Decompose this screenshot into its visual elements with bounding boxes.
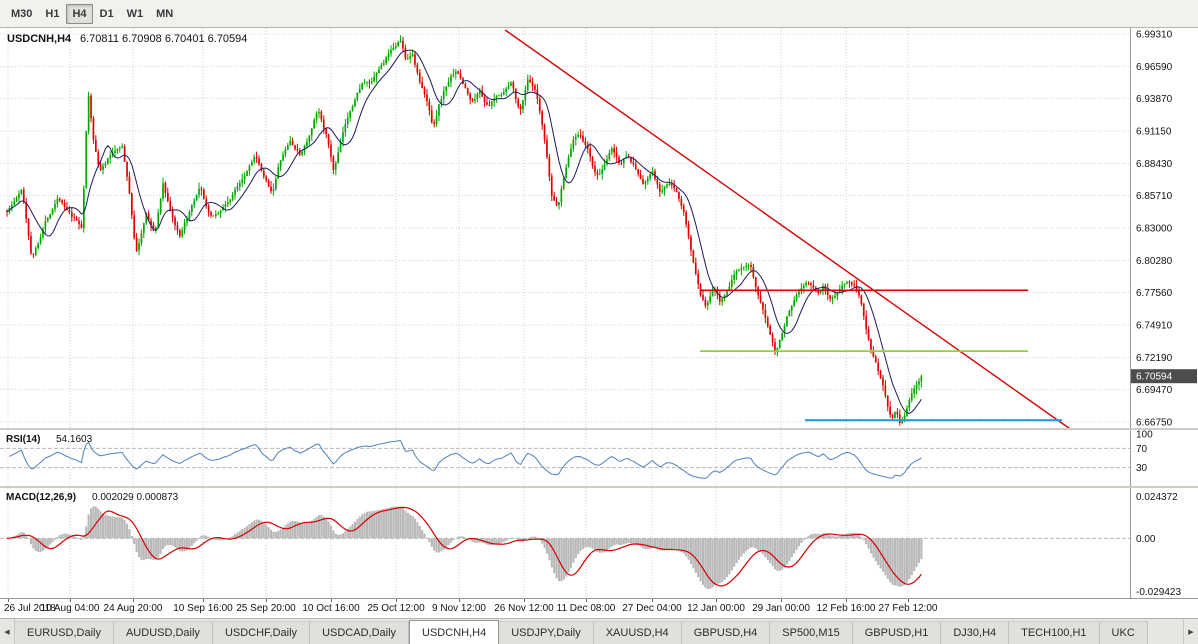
date-tick [331,599,332,602]
rsi-line [9,440,922,479]
panel-splitter-macd[interactable] [0,486,1198,488]
main-chart[interactable]: 6.99310 6.96590 6.93870 6.91150 6.88430 6.857… [0,28,1198,428]
descending-trendline[interactable] [504,29,1078,428]
date-label: 12 Jan 00:00 [687,603,745,614]
date-tick [846,599,847,602]
chart-tab-eurusd-daily[interactable]: EURUSD,Daily [15,621,114,644]
timeframe-button-m30[interactable]: M30 [11,7,33,20]
date-tick [133,599,134,602]
timeframe-button-h4[interactable]: H4 [66,3,93,24]
timeframe-toolbar: M30 H1 H4 D1 W1 MN [0,0,1198,28]
date-tick [781,599,782,602]
chart-tab-usdcnh-h4[interactable]: USDCNH,H4 [409,620,500,644]
date-label: 9 Nov 12:00 [432,603,486,614]
date-label: 29 Jan 00:00 [752,603,810,614]
price-axis-label: 6.96590 [1136,62,1173,73]
date-label: 11 Dec 08:00 [556,603,616,614]
chart-tab-usdjpy-daily[interactable]: USDJPY,Daily [499,621,594,644]
price-axis-label: 6.85710 [1136,191,1173,202]
current-price-badge [1131,369,1197,384]
date-label: 27 Feb 12:00 [878,603,938,614]
chart-tab-tech100-h1[interactable]: TECH100,H1 [1009,621,1100,644]
chart-ohlc-values: 6.70811 6.70908 6.70401 6.70594 [80,33,247,45]
timeframe-button-w1[interactable]: W1 [126,7,144,20]
tabs-scroll-left-button[interactable]: ◀ [0,619,15,644]
date-tick [586,599,587,602]
chart-symbol-title: USDCNH,H4 [7,33,72,45]
price-axis-label: 6.72190 [1136,353,1173,364]
price-axis-label: 6.99310 [1136,30,1173,41]
date-label: 10 Aug 04:00 [40,603,100,614]
chart-tab-usdchf-daily[interactable]: USDCHF,Daily [212,621,311,644]
chart-tab-xauusd-h4[interactable]: XAUUSD,H4 [593,621,682,644]
chart-tab-audusd-daily[interactable]: AUDUSD,Daily [113,621,213,644]
rsi-indicator-label: RSI(14) [6,434,40,445]
macd-chart[interactable]: 0.024372 0.00 -0.029423 MACD(12,26,9) 0.0020… [0,488,1198,598]
date-tick [459,599,460,602]
rsi-chart[interactable]: 100 70 30 RSI(14) 54.1603 [0,430,1198,486]
timeframe-button-d1[interactable]: D1 [99,7,114,20]
macd-axis-label: 0.024372 [1136,492,1178,503]
date-tick [524,599,525,602]
date-label: 27 Dec 04:00 [622,603,682,614]
date-axis[interactable]: 26 Jul 2018 10 Aug 04:00 24 Aug 20:00 10 Se… [0,598,1198,618]
rsi-background [0,430,1198,486]
price-axis-label: 6.69470 [1136,385,1173,396]
date-label: 10 Oct 16:00 [302,603,360,614]
chart-background [0,28,1198,428]
chart-tab-gbpusd-h1[interactable]: GBPUSD,H1 [852,621,942,644]
price-axis-label: 6.66750 [1136,418,1173,429]
date-tick [266,599,267,602]
date-tick [203,599,204,602]
price-axis-label: 6.80280 [1136,256,1173,267]
date-label: 24 Aug 20:00 [103,603,163,614]
ma-line [6,49,922,414]
price-axis-label: 6.77560 [1136,288,1173,299]
chart-tabbar: ◀ EURUSD,Daily AUDUSD,Daily USDCHF,Daily US… [0,618,1198,644]
price-axis-label: 6.91150 [1136,127,1172,138]
main-chart-panel[interactable]: 6.99310 6.96590 6.93870 6.91150 6.88430 6.857… [0,28,1198,428]
date-label: 10 Sep 16:00 [173,603,233,614]
timeframe-button-mn[interactable]: MN [156,7,174,20]
price-axis-label: 6.74910 [1136,321,1173,332]
macd-axis-label: 0.00 [1136,534,1156,545]
price-axis-label: 6.88430 [1136,159,1173,170]
chart-tab-dj30-h4[interactable]: DJ30,H4 [941,621,1010,644]
price-axis-label: 6.93870 [1136,94,1173,105]
date-label: 25 Sep 20:00 [236,603,296,614]
date-tick [8,599,9,602]
chart-tab-gbpusd-h4[interactable]: GBPUSD,H4 [681,621,771,644]
macd-panel[interactable]: 0.024372 0.00 -0.029423 MACD(12,26,9) 0.0020… [0,488,1198,598]
date-tick [716,599,717,602]
chart-tab-usdcad-daily[interactable]: USDCAD,Daily [310,621,410,644]
timeframe-button-h1[interactable]: H1 [45,7,60,20]
rsi-axis-label: 30 [1136,463,1148,474]
current-price-text: 6.70594 [1136,372,1173,383]
rsi-axis-label: 70 [1136,444,1148,455]
date-tick [908,599,909,602]
date-label: 25 Oct 12:00 [367,603,425,614]
date-tick [70,599,71,602]
rsi-indicator-value: 54.1603 [56,434,93,445]
date-tick [396,599,397,602]
rsi-axis-label: 100 [1136,430,1153,441]
chart-tabs-strip: EURUSD,Daily AUDUSD,Daily USDCHF,Daily USDC… [15,619,1183,644]
macd-indicator-values: 0.002029 0.000873 [92,492,179,503]
date-label: 26 Jul 2018 [4,603,56,614]
date-label: 26 Nov 12:00 [494,603,554,614]
macd-signal-line [6,506,922,587]
rsi-panel[interactable]: 100 70 30 RSI(14) 54.1603 [0,430,1198,486]
price-axis-label: 6.83000 [1136,224,1173,235]
chart-tab-sp500-m15[interactable]: SP500,M15 [770,621,853,644]
chart-tab-ukc[interactable]: UKC [1099,621,1148,644]
date-tick [652,599,653,602]
horizontal-grid [0,33,1130,423]
price-scale[interactable]: 6.99310 6.96590 6.93870 6.91150 6.88430 6.857… [1130,28,1198,429]
macd-axis-label: -0.029423 [1136,587,1181,598]
tabs-scroll-right-button[interactable]: ▶ [1183,619,1198,644]
macd-indicator-label: MACD(12,26,9) [6,492,76,503]
panel-splitter-rsi[interactable] [0,428,1198,430]
date-label: 12 Feb 16:00 [816,603,876,614]
